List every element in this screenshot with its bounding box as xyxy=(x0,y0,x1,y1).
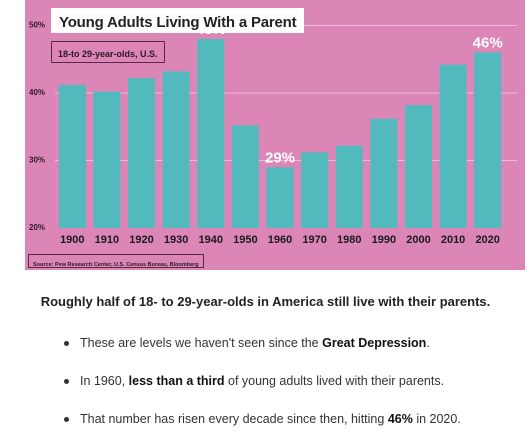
bar xyxy=(335,145,363,228)
bullet-text: That number has risen every decade since… xyxy=(80,412,388,426)
chart-panel: 20%30%40%50%1900191019201930194048%19501… xyxy=(25,0,525,270)
bar xyxy=(197,39,225,228)
bar xyxy=(128,78,156,229)
bullet-item: That number has risen every decade since… xyxy=(62,411,522,427)
bullet-list: These are levels we haven't seen since t… xyxy=(62,335,522,427)
x-tick-label: 1960 xyxy=(268,234,292,246)
y-tick-label: 40% xyxy=(29,88,45,97)
x-tick-label: 1930 xyxy=(164,234,188,246)
x-tick-label: 2000 xyxy=(406,234,430,246)
bullet-text: In 1960, xyxy=(80,374,129,388)
bar-chart: 20%30%40%50%1900191019201930194048%19501… xyxy=(29,21,517,246)
bar xyxy=(162,71,190,229)
bar xyxy=(474,52,502,228)
x-tick-label: 1990 xyxy=(372,234,396,246)
chart-title-box: Young Adults Living With a Parent xyxy=(51,8,305,33)
bullet-bold: less than a third xyxy=(128,374,225,388)
bar xyxy=(404,105,432,228)
y-tick-label: 30% xyxy=(29,156,45,165)
bullet-text: These are levels we haven't seen since t… xyxy=(80,336,323,350)
x-tick-label: 2010 xyxy=(441,234,465,246)
bullet-text: in 2020. xyxy=(412,412,461,426)
x-tick-label: 1910 xyxy=(95,234,119,246)
bullet-text: . xyxy=(426,336,430,350)
bar xyxy=(370,118,398,228)
data-label: 29% xyxy=(265,149,295,166)
y-tick-label: 20% xyxy=(29,223,45,232)
chart-title: Young Adults Living With a Parent xyxy=(59,14,297,31)
bullet-bold: Great Depression xyxy=(322,336,427,350)
bar xyxy=(231,125,259,228)
data-label: 46% xyxy=(473,35,503,52)
x-tick-label: 1900 xyxy=(60,234,84,246)
x-tick-label: 1920 xyxy=(129,234,153,246)
bar xyxy=(439,64,467,229)
chart-source: Source: Pew Research Center, U.S. Census… xyxy=(33,262,199,268)
x-tick-label: 2020 xyxy=(475,234,499,246)
chart-subtitle-box: 18-to 29-year-olds, U.S. xyxy=(51,41,165,63)
bar xyxy=(93,91,121,229)
y-tick-label: 50% xyxy=(29,21,45,30)
bullet-text: of young adults lived with their parents… xyxy=(224,374,445,388)
x-tick-label: 1970 xyxy=(302,234,326,246)
x-tick-label: 1940 xyxy=(199,234,223,246)
x-tick-label: 1980 xyxy=(337,234,361,246)
bullet-bold: 46% xyxy=(387,412,413,426)
bar xyxy=(266,167,294,228)
x-tick-label: 1950 xyxy=(233,234,257,246)
chart-source-box: Source: Pew Research Center, U.S. Census… xyxy=(28,254,204,268)
bar xyxy=(58,84,86,229)
bullet-item: In 1960, less than a third of young adul… xyxy=(62,373,522,389)
bar xyxy=(301,152,329,228)
bullet-item: These are levels we haven't seen since t… xyxy=(62,335,522,351)
chart-subtitle: 18-to 29-year-olds, U.S. xyxy=(58,49,158,59)
caption: Roughly half of 18- to 29-year-olds in A… xyxy=(40,294,491,309)
